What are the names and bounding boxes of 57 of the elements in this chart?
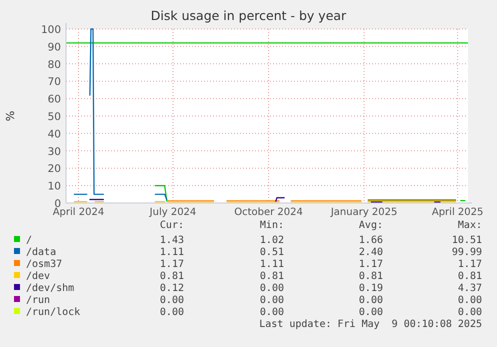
text: 0.19 (358, 283, 383, 294)
y-tick-label: 10 (48, 180, 61, 193)
y-tick-label: 50 (48, 111, 61, 123)
text: 0.81 (358, 271, 383, 282)
legend-label: /run (26, 295, 50, 306)
text: 0.12 (160, 283, 184, 294)
text: 0.00 (458, 295, 482, 306)
text: Min: (260, 220, 284, 231)
y-tick-label: 80 (48, 58, 61, 71)
text: 0.00 (160, 307, 184, 318)
legend-label: /osm37 (26, 259, 62, 270)
y-tick-label: 30 (48, 146, 61, 158)
text: 0.00 (160, 295, 184, 306)
text: 99.99 (452, 247, 482, 258)
text: Last update: Fri May 9 00:10:08 2025 (259, 319, 482, 330)
text: 0.81 (458, 271, 482, 282)
text: 1.17 (458, 259, 482, 270)
text: 4.37 (458, 283, 482, 294)
text: 0.00 (260, 283, 284, 294)
text: 0.00 (260, 307, 284, 318)
y-tick-label: 70 (48, 76, 61, 88)
y-tick-label: 90 (48, 41, 61, 54)
text: 0.51 (260, 247, 284, 258)
text: 1.11 (160, 247, 184, 258)
text: 0.00 (458, 307, 482, 318)
x-tick-label: April 2025 (432, 207, 484, 218)
legend-label: /data (26, 247, 56, 258)
legend-label: / (26, 235, 32, 246)
text: 0.00 (260, 295, 284, 306)
text: Cur: (160, 220, 184, 231)
legend-label: /dev (26, 271, 50, 282)
text: 0.81 (260, 271, 284, 282)
text: 1.02 (260, 235, 284, 246)
text: 1.11 (260, 259, 284, 270)
y-tick-label: 60 (48, 94, 61, 106)
text: 1.43 (160, 235, 184, 246)
x-tick-label: April 2024 (52, 207, 104, 218)
text: 1.17 (160, 259, 184, 270)
text: Max: (458, 220, 482, 231)
legend-label: /run/lock (26, 307, 80, 318)
text: 0.00 (358, 307, 383, 318)
text: Avg: (358, 220, 383, 231)
text: 10.51 (452, 235, 482, 246)
y-tick-label: 40 (48, 128, 61, 140)
y-tick-label: 100 (40, 24, 61, 36)
y-axis-title: % (4, 110, 17, 122)
chart-title: Disk usage in percent - by year (150, 8, 348, 23)
x-tick-label: January 2025 (330, 207, 398, 218)
x-tick-label: October 2024 (234, 207, 303, 218)
text: 2.40 (358, 247, 383, 258)
text: 0.81 (160, 271, 184, 282)
text: 1.66 (358, 235, 383, 246)
y-tick-label: 20 (48, 163, 61, 176)
text: 1.17 (358, 259, 383, 270)
legend-label: /dev/shm (26, 283, 74, 294)
x-tick-label: July 2024 (148, 207, 196, 218)
text: 0.00 (358, 295, 383, 306)
